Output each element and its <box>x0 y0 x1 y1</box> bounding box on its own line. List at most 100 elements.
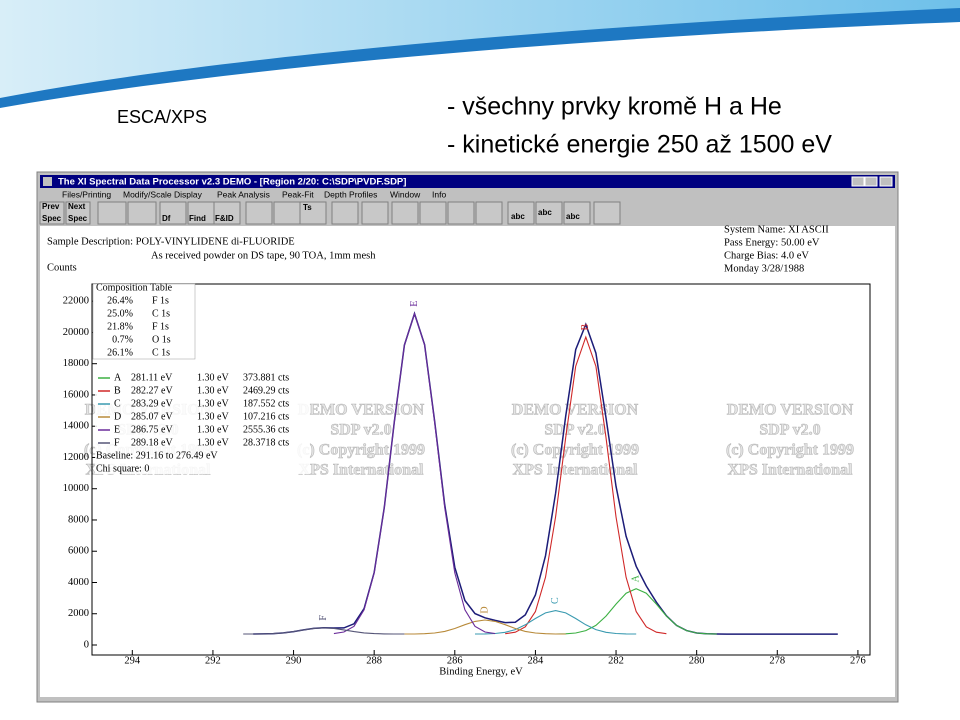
watermark: DEMO VERSION <box>298 402 425 419</box>
fit-cell: 2469.29 cts <box>243 385 289 396</box>
composition-title: Composition Table <box>96 282 173 293</box>
y-tick-label: 8000 <box>68 514 89 525</box>
menu-item[interactable]: Peak-Fit <box>282 189 314 199</box>
menu-item[interactable]: Modify/Scale Display <box>123 189 203 199</box>
peak-label: F <box>318 615 329 621</box>
watermark: SDP v2.0 <box>330 422 391 439</box>
fit-cell: A <box>114 372 122 383</box>
toolbar: Prev Spec Next Spec Df Find F&ID Ts abc abc abc <box>39 201 621 225</box>
fit-cell: 1.30 eV <box>197 411 229 422</box>
fit-cell: 281.11 eV <box>131 372 173 383</box>
fit-cell: 283.29 eV <box>131 398 173 409</box>
peak-label: B <box>580 323 591 330</box>
composition-box <box>92 283 196 360</box>
plot-frame <box>91 283 871 656</box>
menu-item[interactable]: Info <box>432 189 446 199</box>
composition-cell: 26.4% <box>107 295 133 306</box>
menu-item[interactable]: Depth Profiles <box>324 189 377 199</box>
component-curve <box>505 335 667 635</box>
tool-button[interactable] <box>475 201 503 225</box>
system-info: Pass Energy: 50.00 eV <box>724 237 820 248</box>
tool-button[interactable] <box>213 201 241 225</box>
component-curve <box>404 619 566 635</box>
tool-button[interactable] <box>535 201 563 225</box>
watermark: XPS International <box>513 462 638 479</box>
tool-button[interactable] <box>127 201 157 225</box>
tool-button[interactable] <box>563 201 591 225</box>
tool-label: Spec <box>42 214 62 223</box>
tool-button[interactable] <box>245 201 273 225</box>
tool-button[interactable] <box>299 201 327 225</box>
tool-button[interactable] <box>419 201 447 225</box>
peak-label: D <box>479 606 490 613</box>
watermark: DEMO VERSION <box>727 402 854 419</box>
fit-cell: 107.216 cts <box>243 411 289 422</box>
watermark: DEMO VERSION <box>512 402 639 419</box>
tool-button[interactable] <box>507 201 535 225</box>
y-tick-label: 16000 <box>63 389 89 400</box>
y-tick-label: 12000 <box>63 452 89 463</box>
tool-button[interactable] <box>391 201 419 225</box>
tool-button[interactable] <box>447 201 475 225</box>
tool-button[interactable] <box>97 201 127 225</box>
tool-label: Next <box>68 202 86 211</box>
peak-label: E <box>409 301 420 307</box>
fit-cell: D <box>114 411 121 422</box>
minimize-button[interactable] <box>851 176 865 187</box>
y-tick-label: 6000 <box>68 546 89 557</box>
tool-button[interactable] <box>593 201 621 225</box>
y-tick-label: 10000 <box>63 483 89 494</box>
menu-item[interactable]: Peak Analysis <box>217 189 270 199</box>
fit-table-box <box>95 370 310 474</box>
x-tick-label: 292 <box>205 655 221 666</box>
tool-button[interactable] <box>331 201 359 225</box>
y-tick-label: 2000 <box>68 608 89 619</box>
component-curve <box>333 311 496 635</box>
sample-note: As received powder on DS tape, 90 TOA, 1… <box>151 250 376 261</box>
tool-button[interactable] <box>159 201 187 225</box>
fit-cell: 1.30 eV <box>197 372 229 383</box>
watermark: (c) Copyright 1999 <box>511 442 639 459</box>
composition-cell: F 1s <box>152 321 169 332</box>
y-tick-label: 22000 <box>63 296 89 307</box>
x-tick-label: 280 <box>689 655 705 666</box>
fit-cell: 1.30 eV <box>197 424 229 435</box>
fit-cell: 2555.36 cts <box>243 424 289 435</box>
x-tick-label: 286 <box>447 655 463 666</box>
y-tick-label: 4000 <box>68 577 89 588</box>
composition-cell: 21.8% <box>107 321 133 332</box>
close-button[interactable] <box>879 176 893 187</box>
fit-cell: 285.07 eV <box>131 411 173 422</box>
tool-label: abc <box>511 212 525 221</box>
tool-label: F&ID <box>215 214 234 223</box>
tool-label: Df <box>162 214 171 223</box>
fit-cell: 289.18 eV <box>131 437 173 448</box>
watermark: XPS International <box>299 462 424 479</box>
y-tick-label: 20000 <box>63 327 89 338</box>
tool-button[interactable] <box>361 201 389 225</box>
tool-label: Spec <box>68 214 88 223</box>
menu-bar: Files/Printing Modify/Scale Display Peak A… <box>62 189 446 199</box>
system-info: System Name: XI ASCII <box>724 224 829 235</box>
fit-cell: 28.3718 cts <box>243 437 289 448</box>
menu-item[interactable]: Files/Printing <box>62 189 111 199</box>
tool-button[interactable] <box>39 201 65 225</box>
x-tick-label: 282 <box>608 655 624 666</box>
maximize-button[interactable] <box>864 176 878 187</box>
header-stripe <box>0 8 960 108</box>
fit-cell: 1.30 eV <box>197 385 229 396</box>
app-icon[interactable] <box>43 177 52 186</box>
fit-cell: C <box>114 398 121 409</box>
title-bar <box>40 175 895 188</box>
menu-item[interactable]: Window <box>390 189 421 199</box>
tool-button[interactable] <box>65 201 91 225</box>
watermark: (c) Copyright 1999 <box>297 442 425 459</box>
watermark: SDP v2.0 <box>544 422 605 439</box>
window-title: The XI Spectral Data Processor v2.3 DEMO… <box>58 177 406 188</box>
fit-cell: 1.30 eV <box>197 398 229 409</box>
x-tick-label: 290 <box>286 655 302 666</box>
watermark: (c) Copyright 1999 <box>726 442 854 459</box>
fit-cell: 373.881 cts <box>243 372 289 383</box>
tool-label: Find <box>189 214 206 223</box>
tool-button[interactable] <box>273 201 301 225</box>
